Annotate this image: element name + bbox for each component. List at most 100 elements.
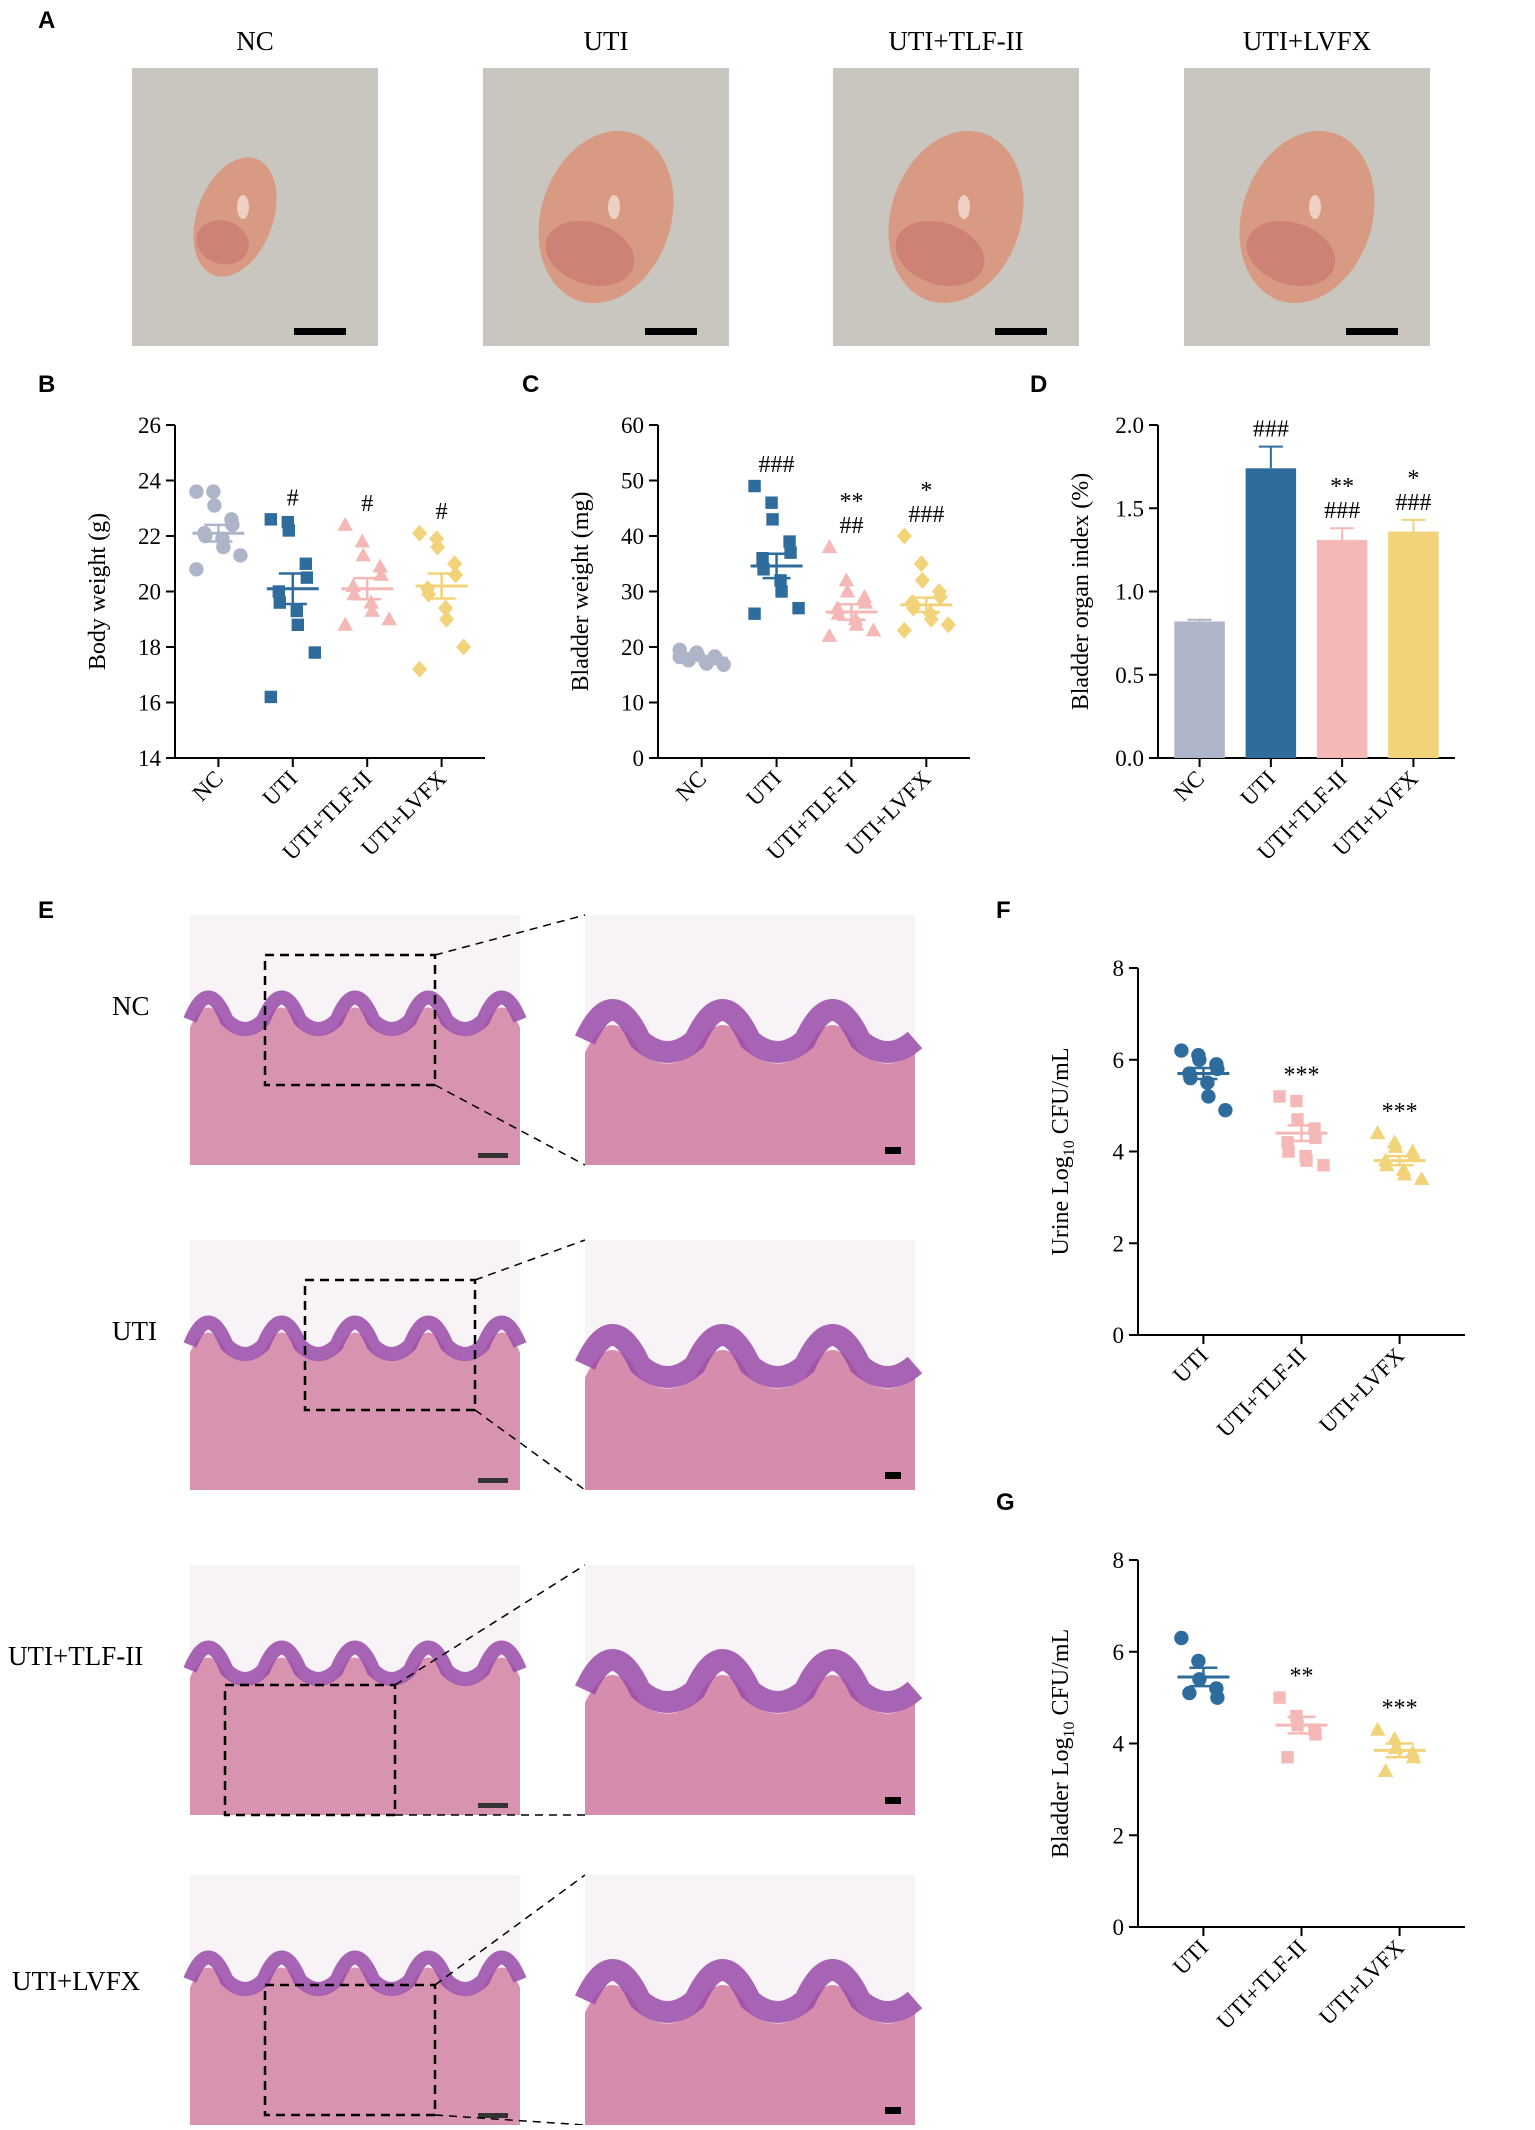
- y-tick-label: 16: [138, 691, 161, 716]
- panel-letter-a: A: [38, 7, 55, 34]
- x-tick-label-uti: UTI: [741, 766, 786, 811]
- y-tick-label: 26: [138, 413, 161, 438]
- x-tick-label-uti: UTI: [1168, 1343, 1213, 1388]
- data-point-uti: [1191, 1653, 1206, 1669]
- data-point-uti-lvfx: [447, 555, 463, 573]
- data-point-uti: [1192, 1052, 1207, 1067]
- data-point-uti-tlf-ii: [1273, 1090, 1286, 1103]
- muscle-layer-zoom: [585, 1025, 915, 1165]
- epithelium-layer: [183, 1315, 527, 1361]
- data-point-uti-lvfx: [412, 660, 428, 678]
- data-point-uti-lvfx: [1377, 1763, 1394, 1778]
- panel-a-photos: NC UTI UTI+TLF-II UTI+LVFX: [132, 26, 1430, 346]
- y-tick-label: 6: [1113, 1640, 1125, 1665]
- x-tick-label-nc: NC: [1169, 766, 1209, 806]
- data-point-uti: [264, 690, 277, 704]
- data-point-uti: [290, 604, 303, 618]
- data-point-uti-lvfx: [448, 566, 464, 584]
- panel-letter-f: F: [996, 897, 1011, 924]
- zoom-line: [434, 1874, 586, 1986]
- bar-uti-lvfx: [1388, 531, 1439, 758]
- x-tick-label-uti: UTI: [1236, 766, 1281, 811]
- annotation-uti-lvfx: ***: [1382, 1099, 1418, 1125]
- bladder-highlight: [958, 195, 970, 219]
- y-tick-label: 14: [138, 746, 162, 771]
- epithelium-layer-zoom: [575, 1324, 923, 1388]
- scale-bar: [885, 1472, 901, 1479]
- annotation-uti-tlf-ii: **: [839, 489, 863, 515]
- annotation-uti: #: [287, 485, 299, 511]
- scale-bar: [885, 1797, 901, 1804]
- scale-bar: [478, 1153, 508, 1158]
- annotation-uti: ###: [759, 452, 795, 478]
- y-tick-label: 4: [1113, 1732, 1125, 1757]
- data-point-uti-lvfx: [1405, 1148, 1422, 1163]
- data-point-uti: [264, 513, 277, 526]
- data-point-uti-tlf-ii: [1282, 1145, 1295, 1158]
- data-point-uti-tlf-ii: [1281, 1751, 1294, 1764]
- zoom-line: [394, 1564, 586, 1686]
- x-tick-label-uti-tlf-ii: UTI+TLF-II: [1212, 1935, 1311, 2034]
- y-tick-label: 20: [621, 635, 644, 660]
- scale-bar: [478, 1478, 508, 1483]
- annotation-uti-tlf-ii: #: [361, 491, 373, 517]
- data-point-uti-tlf-ii: [1273, 1691, 1286, 1704]
- y-tick-label: 10: [621, 691, 644, 716]
- data-point-uti: [1201, 1089, 1216, 1104]
- panel-letter-c: C: [522, 371, 539, 398]
- muscle-layer-zoom: [585, 1985, 915, 2125]
- y-tick-label: 8: [1113, 1548, 1125, 1573]
- annotation-uti: ###: [1253, 417, 1289, 443]
- data-point-uti-tlf-ii: [1317, 1159, 1330, 1172]
- annotation-uti-tlf-ii: **: [1330, 474, 1354, 500]
- scale-bar: [995, 328, 1047, 335]
- y-tick-label: 2.0: [1115, 413, 1144, 438]
- annotation-uti-tlf-ii: ###: [1324, 498, 1360, 524]
- annotation-uti-lvfx: ***: [1382, 1696, 1418, 1722]
- epithelium-layer: [183, 990, 527, 1036]
- histology-row-label-uti: UTI: [112, 1316, 157, 1346]
- data-point-uti-lvfx: [1405, 1749, 1422, 1764]
- y-tick-label: 0.0: [1115, 746, 1144, 771]
- annotation-uti-tlf-ii: ***: [1284, 1062, 1320, 1088]
- muscle-layer: [190, 1967, 520, 2125]
- data-point-uti-lvfx: [439, 610, 455, 628]
- y-tick-label: 0.5: [1115, 663, 1144, 688]
- panel-e-histology: NC UTI UTI+TLF-II UTI+LVFX: [8, 914, 923, 2126]
- y-tick-label: 20: [138, 580, 161, 605]
- zoom-line: [434, 2114, 586, 2126]
- panel-letter-e: E: [38, 897, 54, 924]
- data-point-uti-tlf-ii: [364, 602, 380, 617]
- annotation-uti-lvfx: *: [920, 478, 932, 504]
- data-point-uti-tlf-ii: [847, 611, 864, 626]
- scale-bar: [645, 328, 697, 335]
- data-point-uti-tlf-ii: [354, 533, 370, 548]
- data-point-uti-tlf-ii: [839, 583, 856, 598]
- data-point-uti: [756, 552, 769, 565]
- data-point-uti-lvfx: [456, 638, 472, 656]
- annotation-uti-lvfx: ###: [1395, 490, 1431, 516]
- y-tick-label: 1.0: [1115, 580, 1144, 605]
- annotation-uti-lvfx: *: [1407, 466, 1419, 492]
- x-tick-label-uti: UTI: [1168, 1935, 1213, 1980]
- data-point-uti: [1174, 1630, 1189, 1646]
- y-axis-label: Bladder organ index (%): [1068, 473, 1094, 710]
- histology-row-label-uti-lvfx: UTI+LVFX: [12, 1966, 141, 1996]
- data-point-uti-lvfx: [896, 527, 912, 545]
- y-tick-label: 18: [138, 635, 161, 660]
- zoom-line: [434, 1084, 586, 1166]
- y-tick-label: 40: [621, 524, 644, 549]
- bladder-shade: [895, 220, 985, 286]
- photo-label-uti-tlf-ii: UTI+TLF-II: [888, 26, 1023, 56]
- data-point-uti: [748, 479, 761, 493]
- x-tick-label-uti-tlf-ii: UTI+TLF-II: [1212, 1343, 1311, 1442]
- x-tick-label-uti: UTI: [258, 766, 303, 811]
- y-tick-label: 0: [633, 746, 645, 771]
- muscle-layer-zoom: [585, 1675, 915, 1815]
- epithelium-layer: [183, 1950, 527, 1996]
- bar-uti-tlf-ii: [1316, 539, 1368, 758]
- chart-panel-d: 0.0 0.5 1.0 1.5 2.0 Bladder organ index (%) NC…: [1068, 413, 1455, 865]
- photo-label-uti-lvfx: UTI+LVFX: [1243, 26, 1372, 56]
- data-point-nc: [216, 539, 231, 555]
- data-point-uti-tlf-ii: [838, 572, 855, 587]
